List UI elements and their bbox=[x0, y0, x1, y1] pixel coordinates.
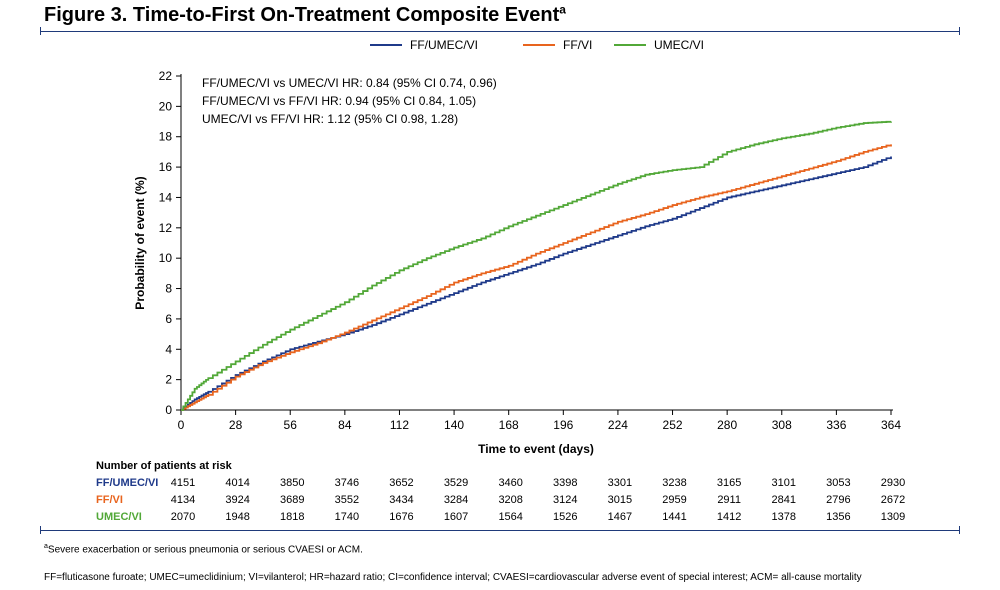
footnote-a: aSevere exacerbation or serious pneumoni… bbox=[44, 543, 363, 555]
risk-table-heading: Number of patients at risk bbox=[96, 460, 232, 472]
risk-cell: 1676 bbox=[389, 511, 414, 523]
risk-cell: 1412 bbox=[716, 511, 742, 523]
y-tick-label: 20 bbox=[159, 99, 173, 113]
x-tick-label: 140 bbox=[444, 418, 464, 432]
risk-cell: 1441 bbox=[662, 511, 687, 523]
risk-cell: 3398 bbox=[553, 477, 578, 489]
risk-cell: 3238 bbox=[662, 477, 687, 489]
x-tick-label: 280 bbox=[717, 418, 737, 432]
risk-cell: 3552 bbox=[334, 494, 360, 506]
figure-title-superscript: a bbox=[559, 2, 566, 17]
risk-cell: 2841 bbox=[771, 494, 796, 506]
y-tick-label: 16 bbox=[159, 160, 173, 174]
x-tick-label: 84 bbox=[338, 418, 352, 432]
risk-cell: 1818 bbox=[279, 511, 305, 523]
x-tick-label: 364 bbox=[881, 418, 901, 432]
y-tick-label: 0 bbox=[165, 403, 172, 417]
y-tick-label: 4 bbox=[165, 342, 172, 356]
hr-annotation: UMEC/VI vs FF/VI HR: 1.12 (95% CI 0.98, … bbox=[202, 112, 458, 126]
x-tick-label: 252 bbox=[663, 418, 683, 432]
risk-row-label: UMEC/VI bbox=[96, 511, 142, 523]
risk-cell: 1740 bbox=[334, 511, 360, 523]
risk-cell: 1564 bbox=[498, 511, 523, 523]
legend-label: FF/UMEC/VI bbox=[410, 38, 478, 52]
risk-cell: 3652 bbox=[389, 477, 414, 489]
risk-cell: 3053 bbox=[826, 477, 851, 489]
risk-cell: 3301 bbox=[607, 477, 633, 489]
risk-cell: 3850 bbox=[279, 477, 305, 489]
risk-cell: 3101 bbox=[771, 477, 796, 489]
legend-label: FF/VI bbox=[563, 38, 592, 52]
footnote-abbreviations: FF=fluticasone furoate; UMEC=umeclidiniu… bbox=[44, 572, 862, 583]
risk-cell: 1309 bbox=[880, 511, 906, 523]
risk-cell: 3434 bbox=[389, 494, 414, 506]
y-tick-label: 12 bbox=[159, 221, 173, 235]
risk-cell: 3165 bbox=[716, 477, 742, 489]
risk-cell: 3529 bbox=[443, 477, 469, 489]
x-tick-label: 196 bbox=[553, 418, 573, 432]
x-tick-label: 224 bbox=[608, 418, 628, 432]
risk-cell: 1526 bbox=[553, 511, 578, 523]
footnote-a-text: Severe exacerbation or serious pneumonia… bbox=[47, 544, 363, 556]
risk-cell: 3746 bbox=[334, 477, 360, 489]
series-line bbox=[181, 144, 892, 411]
footnote-a-marker: a bbox=[44, 543, 48, 550]
x-tick-label: 168 bbox=[499, 418, 519, 432]
risk-cell: 3924 bbox=[225, 494, 250, 506]
y-tick-label: 14 bbox=[159, 190, 173, 204]
risk-cell: 1948 bbox=[225, 511, 250, 523]
risk-cell: 3015 bbox=[607, 494, 633, 506]
hr-annotation: FF/UMEC/VI vs UMEC/VI HR: 0.84 (95% CI 0… bbox=[202, 76, 497, 90]
risk-cell: 2672 bbox=[880, 494, 906, 506]
risk-cell: 2796 bbox=[826, 494, 851, 506]
risk-cell: 2959 bbox=[662, 494, 687, 506]
x-tick-label: 56 bbox=[284, 418, 298, 432]
y-tick-label: 2 bbox=[165, 373, 172, 387]
risk-cell: 4151 bbox=[170, 477, 196, 489]
series-line bbox=[181, 156, 892, 411]
risk-cell: 4134 bbox=[170, 494, 196, 506]
y-tick-label: 6 bbox=[165, 312, 172, 326]
hr-annotation: FF/UMEC/VI vs FF/VI HR: 0.94 (95% CI 0.8… bbox=[202, 94, 476, 108]
y-axis-title: Probability of event (%) bbox=[133, 176, 147, 309]
risk-cell: 2070 bbox=[170, 511, 196, 523]
x-tick-label: 0 bbox=[178, 418, 185, 432]
x-tick-label: 28 bbox=[229, 418, 243, 432]
risk-cell: 2930 bbox=[880, 477, 906, 489]
risk-cell: 3460 bbox=[498, 477, 523, 489]
risk-cell: 1467 bbox=[607, 511, 633, 523]
km-chart: 0 28 56 84 112 140 168 196 224 252 280 308 336 364024… bbox=[133, 38, 901, 456]
figure-title: Figure 3. Time-to-First On-Treatment Com… bbox=[44, 2, 566, 27]
bottom-rule bbox=[40, 526, 960, 534]
y-tick-label: 8 bbox=[165, 282, 172, 296]
x-tick-label: 308 bbox=[772, 418, 792, 432]
x-tick-label: 336 bbox=[826, 418, 846, 432]
y-tick-label: 18 bbox=[159, 130, 173, 144]
legend-label: UMEC/VI bbox=[654, 38, 704, 52]
risk-cell: 3284 bbox=[443, 494, 469, 506]
risk-cell: 3208 bbox=[498, 494, 523, 506]
risk-cell: 3689 bbox=[279, 494, 305, 506]
risk-cell: 4014 bbox=[225, 477, 250, 489]
y-tick-label: 10 bbox=[159, 251, 173, 265]
risk-row-label: FF/UMEC/VI bbox=[96, 477, 159, 489]
risk-cell: 1378 bbox=[771, 511, 796, 523]
figure-title-text: Figure 3. Time-to-First On-Treatment Com… bbox=[44, 4, 560, 26]
risk-cell: 3124 bbox=[553, 494, 578, 506]
risk-cell: 1356 bbox=[826, 511, 851, 523]
risk-row-label: FF/VI bbox=[96, 494, 123, 506]
x-axis-title: Time to event (days) bbox=[478, 442, 594, 456]
y-tick-label: 22 bbox=[159, 69, 173, 83]
top-rule bbox=[40, 27, 960, 35]
risk-cell: 1607 bbox=[443, 511, 469, 523]
series-line bbox=[181, 120, 892, 411]
x-tick-label: 112 bbox=[390, 418, 409, 432]
risk-cell: 2911 bbox=[717, 494, 741, 506]
